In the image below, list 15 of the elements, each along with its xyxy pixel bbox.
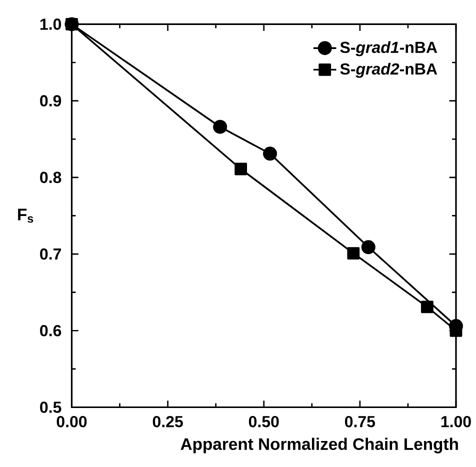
y-tick-label: 0.9 bbox=[40, 95, 62, 106]
legend-label: S-grad2-nBA bbox=[340, 62, 438, 78]
y-tick-label: 0.8 bbox=[40, 172, 62, 184]
y-tick-label: 0.5 bbox=[40, 402, 62, 413]
y-tick-label: 1.0 bbox=[40, 18, 62, 30]
y-tick-label: 0.7 bbox=[40, 248, 61, 260]
x-tick-label: 0.25 bbox=[152, 416, 183, 428]
x-tick-label: 0.50 bbox=[248, 416, 279, 428]
y-tick-label: 0.6 bbox=[40, 324, 62, 336]
x-tick-label: 0.75 bbox=[344, 416, 376, 428]
y-axis-title: F$_{s}$ bbox=[18, 208, 34, 223]
x-tick-label: 0.00 bbox=[56, 416, 87, 428]
x-axis-title: Apparent Normalized Chain Length bbox=[180, 438, 458, 454]
x-tick-label: 1.00 bbox=[441, 416, 471, 428]
legend-label: S-grad1-nBA bbox=[340, 41, 438, 56]
